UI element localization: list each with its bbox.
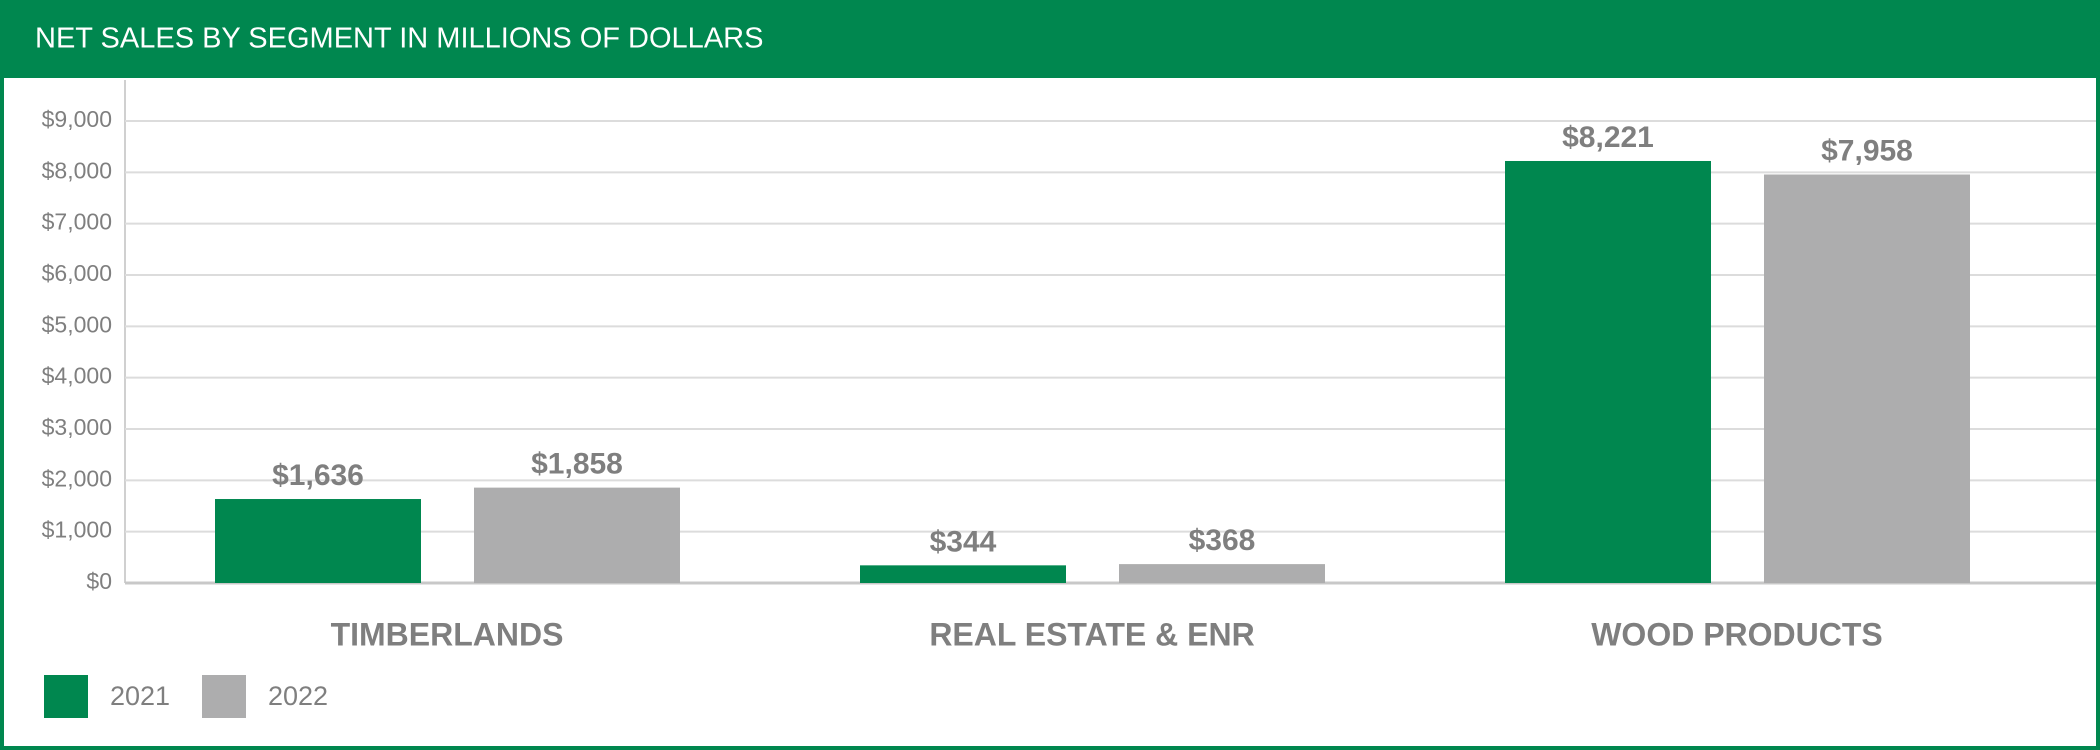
x-tick-label: TIMBERLANDS [331,616,564,652]
y-tick-label: $2,000 [42,465,112,491]
header-bar [0,0,2100,78]
bar [474,487,680,583]
legend-label: 2021 [110,681,170,711]
y-tick-label: $6,000 [42,260,112,286]
bar [1764,174,1970,584]
bar [215,499,421,583]
bar [1505,160,1711,584]
value-label: $8,221 [1562,121,1654,154]
bar [1119,564,1325,583]
chart-title: NET SALES BY SEGMENT IN MILLIONS OF DOLL… [35,23,763,55]
y-tick-label: $3,000 [42,414,112,440]
legend-label: 2022 [268,681,328,711]
y-tick-label: $8,000 [42,157,112,183]
value-label: $1,636 [272,459,364,492]
value-label: $368 [1189,524,1256,557]
legend-swatch [44,675,88,718]
bar [860,565,1066,583]
x-tick-label: WOOD PRODUCTS [1591,616,1883,652]
x-tick-label: REAL ESTATE & ENR [929,616,1254,652]
y-tick-label: $5,000 [42,311,112,337]
y-tick-label: $9,000 [42,106,112,132]
value-label: $344 [930,525,997,558]
legend-swatch [202,675,246,718]
y-tick-label: $1,000 [42,517,112,543]
value-label: $1,858 [531,448,623,481]
y-tick-label: $0 [86,568,112,594]
y-tick-label: $7,000 [42,209,112,235]
y-tick-label: $4,000 [42,363,112,389]
value-label: $7,958 [1821,134,1913,167]
